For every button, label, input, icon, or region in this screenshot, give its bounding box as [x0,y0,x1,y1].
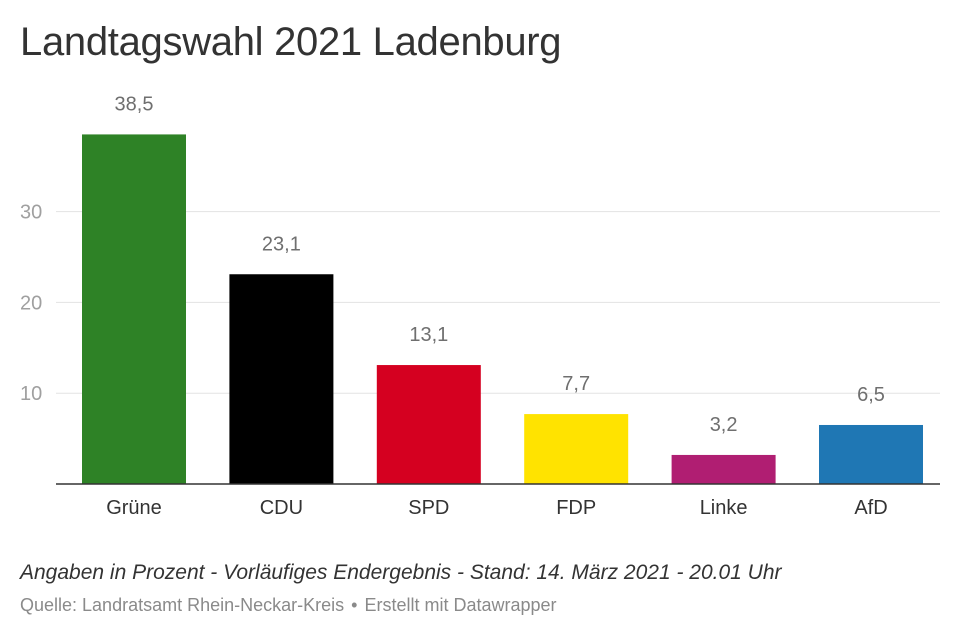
x-tick-label: Linke [700,497,748,519]
bar-value-label: 23,1 [262,233,301,255]
bar-value-label: 6,5 [857,384,885,406]
x-tick-label: CDU [260,497,303,519]
bar [229,274,334,484]
y-tick-label: 10 [20,383,42,405]
bar [376,365,481,484]
bar [82,134,186,485]
bar [524,414,629,484]
chart-notes: Angaben in Prozent - Vorläufiges Enderge… [20,561,782,584]
bar [671,454,776,484]
bar-value-label: 7,7 [562,373,590,395]
y-tick-label: 20 [20,292,42,314]
chart-source: Quelle: Landratsamt Rhein-Neckar-Kreis •… [20,595,557,616]
credit-text: Erstellt mit Datawrapper [364,595,557,615]
chart-title: Landtagswahl 2021 Ladenburg [20,20,562,64]
bar-value-label: 3,2 [710,414,738,436]
bar-value-label: 13,1 [409,324,448,346]
source-text: Quelle: Landratsamt Rhein-Neckar-Kreis [20,595,345,615]
bar-chart: 10 20 30 38,5 Grüne 23,1 CDU 13,1 SPD 7,7 FDP 3,2 Li… [20,93,940,519]
x-tick-label: Grüne [106,497,162,519]
bar-value-label: 38,5 [115,93,154,115]
source-separator: • [351,595,358,615]
y-tick-label: 30 [20,202,42,224]
x-tick-label: FDP [556,497,596,519]
bar [819,424,923,484]
x-tick-label: SPD [408,497,449,519]
x-tick-label: AfD [854,497,887,519]
